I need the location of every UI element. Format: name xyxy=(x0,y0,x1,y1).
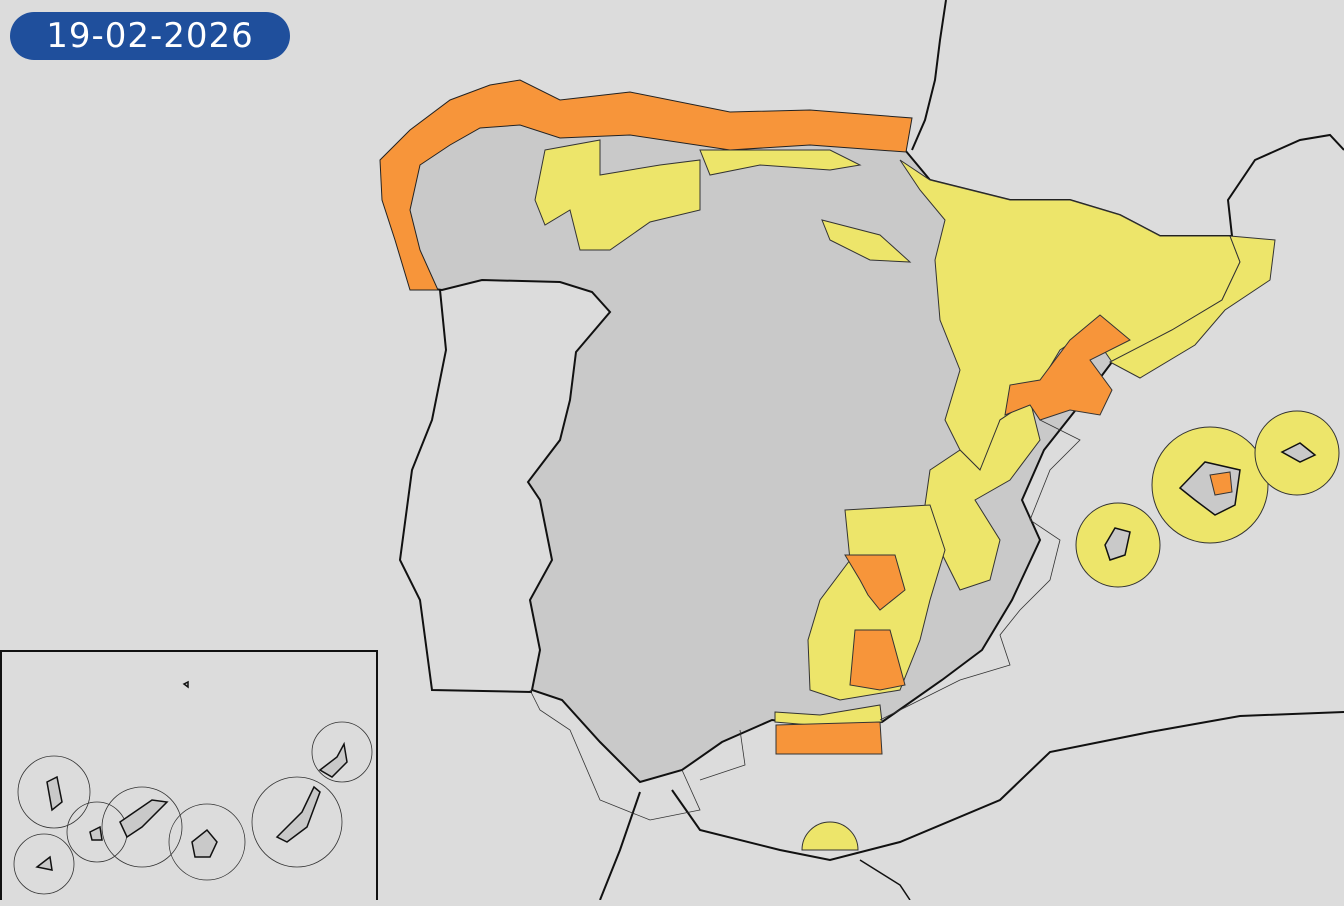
warning-zone-yellow-rioja xyxy=(821,219,912,263)
island-lanzarote xyxy=(318,741,348,778)
date-badge: 19-02-2026 xyxy=(10,12,290,60)
warning-zone-yellow-melilla xyxy=(801,821,859,851)
canary-islands-inset xyxy=(0,650,378,900)
canary-islands-map xyxy=(13,680,373,895)
marine-zone-el-hierro xyxy=(13,833,75,895)
island-gran-canaria xyxy=(191,828,218,858)
islet-alegranza xyxy=(182,680,189,689)
africa-west-coast xyxy=(599,791,641,900)
warning-zone-yellow-basque xyxy=(699,149,862,176)
island-la-gomera xyxy=(89,825,103,841)
warning-zone-yellow-aragon-catalonia xyxy=(899,159,1241,471)
island-fuerteventura xyxy=(275,785,321,843)
france-atlantic-coast xyxy=(911,0,947,151)
island-menorca xyxy=(1280,442,1317,463)
africa-coast-east xyxy=(859,859,911,900)
warning-zone-orange-cantabrian-coast xyxy=(379,79,913,291)
africa-coast xyxy=(671,711,1344,862)
france-mediterranean-coast xyxy=(1226,133,1344,237)
warning-zone-yellow-south-coast xyxy=(774,704,883,727)
marine-zone-lanzarote xyxy=(311,721,373,783)
marine-zone-borders xyxy=(529,419,1081,821)
warning-zone-yellow-cantabrian-mountains xyxy=(534,139,701,251)
marine-zone-la-palma xyxy=(17,755,91,829)
warning-zone-yellow-catalonia-coast xyxy=(1108,235,1276,379)
marine-zone-tenerife xyxy=(101,786,183,868)
warning-zone-orange-interior-southeast xyxy=(844,554,906,611)
island-ibiza xyxy=(1104,527,1131,561)
island-el-hierro xyxy=(35,855,53,871)
warning-zone-orange-alboran-coast xyxy=(775,721,883,755)
marine-zone-fuerteventura xyxy=(251,776,343,868)
warning-zone-orange-mallorca-interior xyxy=(1209,471,1233,496)
portugal-coast xyxy=(398,289,533,693)
warning-zone-orange-granada-almeria xyxy=(849,629,906,691)
island-tenerife xyxy=(119,799,169,839)
island-la-palma xyxy=(46,775,63,812)
marine-zone-gran-canaria xyxy=(168,803,246,881)
